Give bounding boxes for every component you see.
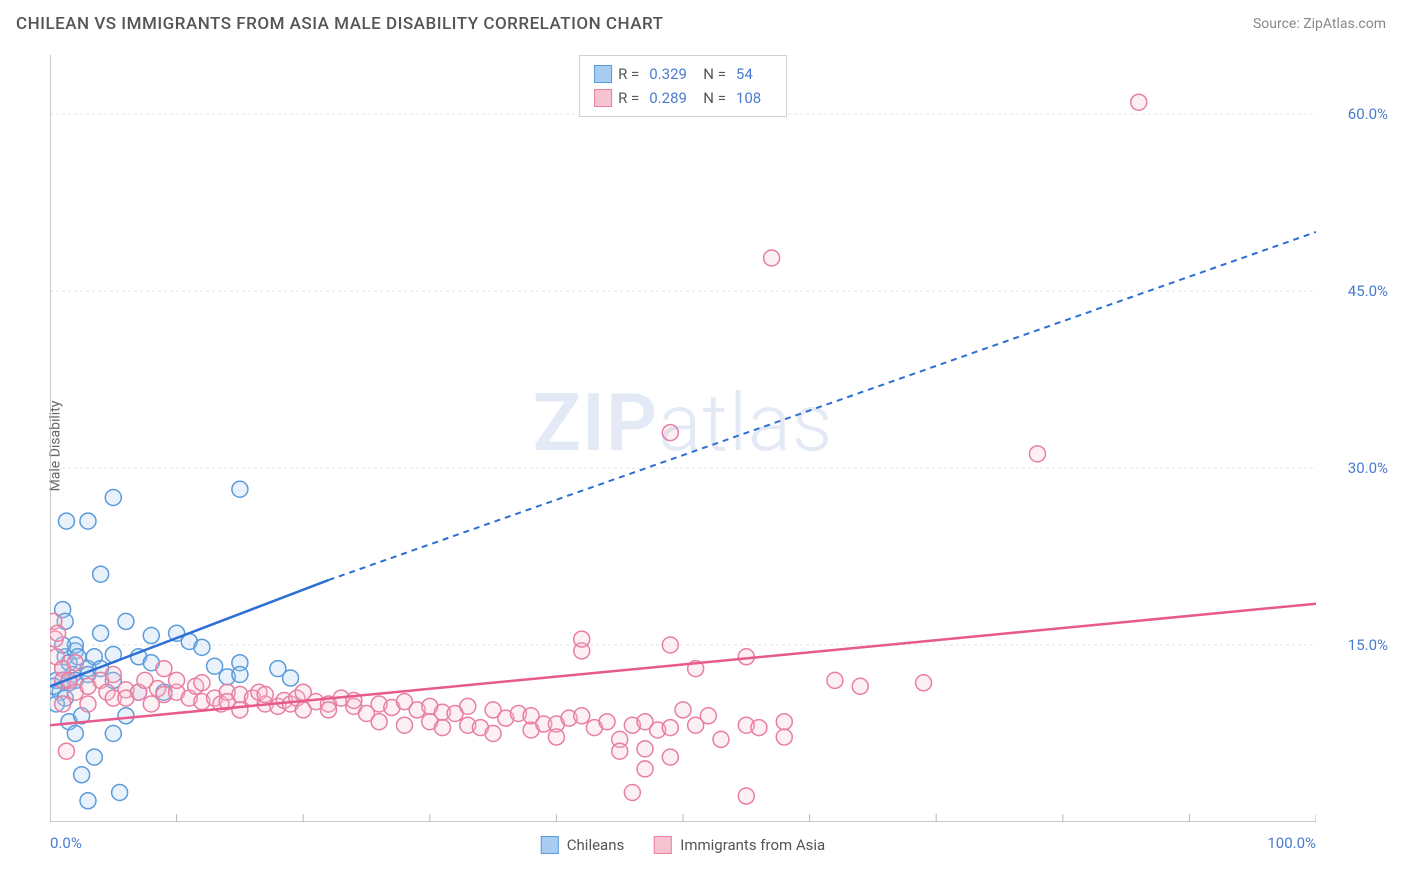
legend-swatch xyxy=(594,89,612,107)
y-tick-label: 60.0% xyxy=(1348,105,1388,123)
legend-swatch xyxy=(654,836,672,854)
legend-swatch xyxy=(594,65,612,83)
series-legend-label: Immigrants from Asia xyxy=(680,836,825,854)
y-tick-label: 15.0% xyxy=(1348,636,1388,654)
y-tick-label: 45.0% xyxy=(1348,282,1388,300)
series-legend-label: Chileans xyxy=(567,836,624,854)
source-attribution: Source: ZipAtlas.com xyxy=(1253,16,1386,32)
correlation-legend-box: R = 0.329 N = 54 R = 0.289 N = 108 xyxy=(579,55,787,117)
source-link[interactable]: ZipAtlas.com xyxy=(1303,16,1386,32)
legend-n-label: N = xyxy=(703,62,726,86)
legend-n-value: 54 xyxy=(736,62,768,86)
x-tick-label: 0.0% xyxy=(50,834,82,852)
legend-row: R = 0.329 N = 54 xyxy=(594,62,772,86)
legend-r-value: 0.289 xyxy=(649,86,693,110)
series-legend-item: Chileans xyxy=(541,836,624,854)
legend-r-label: R = xyxy=(618,86,639,110)
legend-swatch xyxy=(541,836,559,854)
series-legend: Chileans Immigrants from Asia xyxy=(541,836,825,854)
legend-r-label: R = xyxy=(618,62,639,86)
scatter-plot-svg xyxy=(50,55,1316,822)
legend-row: R = 0.289 N = 108 xyxy=(594,86,772,110)
series-legend-item: Immigrants from Asia xyxy=(654,836,825,854)
x-tick-label: 100.0% xyxy=(1267,834,1316,852)
chart-plot-area: ZIPatlas R =0.329N =54R =0.289N =108 15.… xyxy=(50,55,1316,822)
legend-n-label: N = xyxy=(703,86,726,110)
y-tick-label: 30.0% xyxy=(1348,459,1388,477)
legend-n-value: 108 xyxy=(736,86,768,110)
source-label: Source: xyxy=(1253,16,1300,32)
chart-title: CHILEAN VS IMMIGRANTS FROM ASIA MALE DIS… xyxy=(16,14,663,34)
legend-r-value: 0.329 xyxy=(649,62,693,86)
